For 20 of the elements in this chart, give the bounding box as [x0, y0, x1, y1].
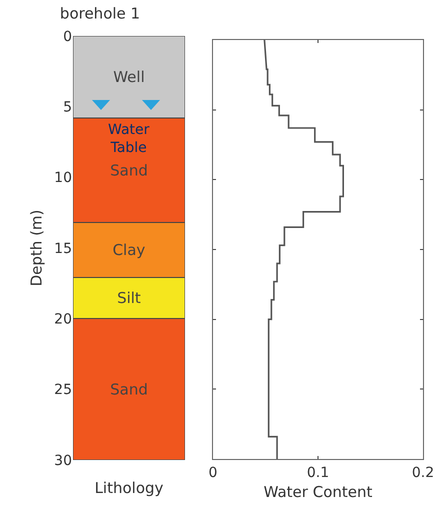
y-tick-label: 15 [54, 240, 72, 257]
y-axis-title: Depth (m) [27, 210, 46, 286]
y-tick-label: 10 [54, 170, 72, 186]
x-tick-label: 0.2 [412, 464, 434, 481]
series-label: Clay [112, 241, 146, 260]
x-tick-label: 0 [208, 464, 218, 481]
y-tick-label: 25 [54, 382, 72, 398]
x-tick-label: 0.1 [306, 464, 330, 481]
x-axis-title: Lithology [94, 479, 164, 497]
series-label: Sand [110, 161, 148, 180]
series-label: Silt [117, 289, 141, 308]
y-tick-label: 0 [63, 28, 72, 45]
series-label: Well [113, 68, 145, 86]
annotation: Water Table [108, 122, 150, 156]
series-label: Sand [110, 380, 148, 398]
y-tick-label: 20 [54, 312, 72, 328]
y-tick-label: 30 [54, 452, 72, 469]
x-axis-title: Water Content [264, 482, 372, 501]
y-tick-label: 5 [63, 100, 72, 116]
chart-title: borehole 1 [60, 4, 140, 22]
